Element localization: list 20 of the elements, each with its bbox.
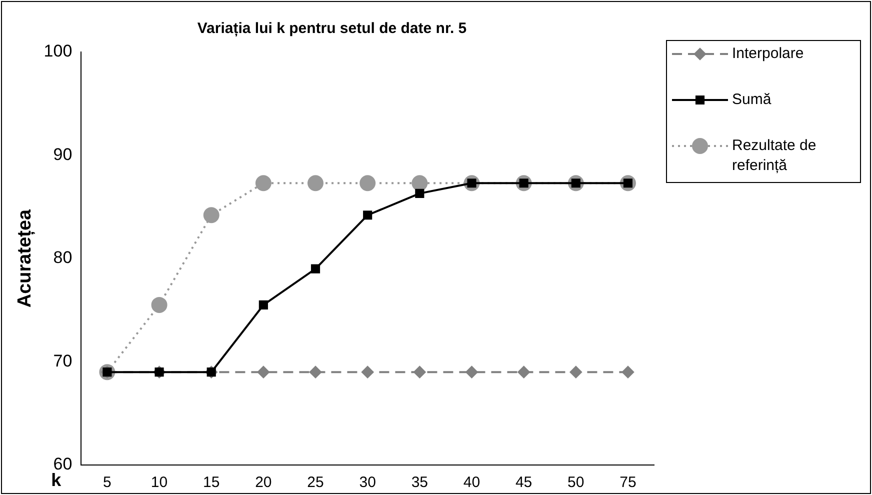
y-tick-label: 70 — [53, 351, 72, 370]
x-tick-label: 75 — [620, 474, 636, 492]
x-tick-label: 45 — [515, 474, 532, 492]
x-tick-label: 5 — [103, 474, 112, 492]
x-tick-label: 50 — [568, 474, 584, 492]
y-axis-title: Acuratețea — [14, 208, 36, 308]
x-tick-label: 20 — [255, 474, 272, 492]
legend-label: Rezultate de referință — [732, 137, 816, 174]
y-tick-label: 90 — [53, 144, 72, 164]
x-tick-label: 35 — [411, 474, 428, 492]
y-tick-label: 100 — [44, 42, 72, 61]
x-tick-label: 25 — [307, 474, 324, 492]
x-tick-label: 15 — [203, 474, 220, 492]
legend-label: Interpolare — [732, 45, 804, 62]
x-tick-label: 40 — [463, 474, 480, 492]
chart-title: Variația lui k pentru setul de date nr. 5 — [197, 20, 467, 38]
legend-label: Sumă — [732, 91, 772, 108]
y-tick-label: 80 — [53, 248, 72, 268]
x-tick-label: 30 — [359, 474, 376, 492]
x-tick-label: 10 — [150, 474, 168, 492]
